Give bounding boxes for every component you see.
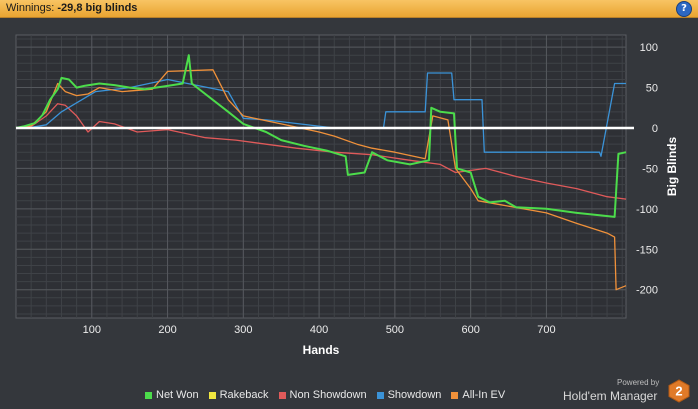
chart-legend: Net Won Rakeback Non Showdown Showdown All-I… bbox=[145, 389, 505, 401]
powered-by-label: Powered by bbox=[617, 378, 660, 387]
winnings-chart: 100 200 300 400 500 600 700100500-50-100-150-2… bbox=[15, 34, 679, 357]
legend-swatch bbox=[208, 391, 216, 399]
series-line-all-in-ev bbox=[15, 69, 627, 291]
series-line-non-showdown bbox=[15, 103, 627, 200]
x-tick-label: 700 bbox=[537, 324, 555, 336]
brand-name: Hold'em Manager bbox=[563, 389, 658, 403]
y-tick-label: -150 bbox=[636, 244, 658, 256]
y-tick-label: 100 bbox=[640, 42, 658, 54]
y-tick-label: 50 bbox=[646, 83, 658, 95]
legend-item[interactable]: Rakeback bbox=[208, 389, 269, 401]
help-icon[interactable]: ? bbox=[676, 1, 692, 17]
legend-label: Rakeback bbox=[219, 389, 269, 401]
y-tick-label: -200 bbox=[636, 285, 658, 297]
x-tick-label: 400 bbox=[310, 324, 328, 336]
y-tick-label: 0 bbox=[652, 123, 658, 135]
hm2-logo-icon: 2 bbox=[668, 379, 690, 403]
x-tick-label: 200 bbox=[158, 324, 176, 336]
legend-label: All-In EV bbox=[462, 389, 506, 401]
legend-item[interactable]: Showdown bbox=[376, 389, 442, 401]
winnings-label: Winnings: bbox=[6, 2, 55, 14]
legend-swatch bbox=[145, 391, 152, 399]
legend-swatch bbox=[451, 391, 459, 399]
legend-swatch bbox=[376, 391, 384, 399]
legend-item[interactable]: Net Won bbox=[145, 389, 199, 401]
winnings-value: -29,8 big blinds bbox=[57, 2, 138, 14]
winnings-header: Winnings: -29,8 big blinds ? bbox=[0, 0, 698, 18]
series-line-net-won bbox=[15, 54, 627, 218]
y-tick-label: -100 bbox=[636, 204, 658, 216]
x-tick-label: 300 bbox=[234, 324, 252, 336]
legend-item[interactable]: All-In EV bbox=[451, 389, 505, 401]
x-axis-label: Hands bbox=[303, 343, 340, 357]
legend-label: Net Won bbox=[156, 389, 199, 401]
x-tick-label: 600 bbox=[461, 324, 479, 336]
hm2-badge-text: 2 bbox=[675, 384, 682, 399]
legend-label: Non Showdown bbox=[289, 389, 367, 401]
legend-label: Showdown bbox=[387, 389, 442, 401]
winnings-title: Winnings: -29,8 big blinds bbox=[6, 2, 137, 14]
legend-item[interactable]: Non Showdown bbox=[278, 389, 367, 401]
x-tick-label: 500 bbox=[386, 324, 404, 336]
legend-swatch bbox=[278, 391, 286, 399]
y-axis-label: Big Blinds bbox=[665, 137, 679, 197]
y-tick-label: -50 bbox=[642, 163, 658, 175]
x-tick-label: 100 bbox=[83, 324, 101, 336]
